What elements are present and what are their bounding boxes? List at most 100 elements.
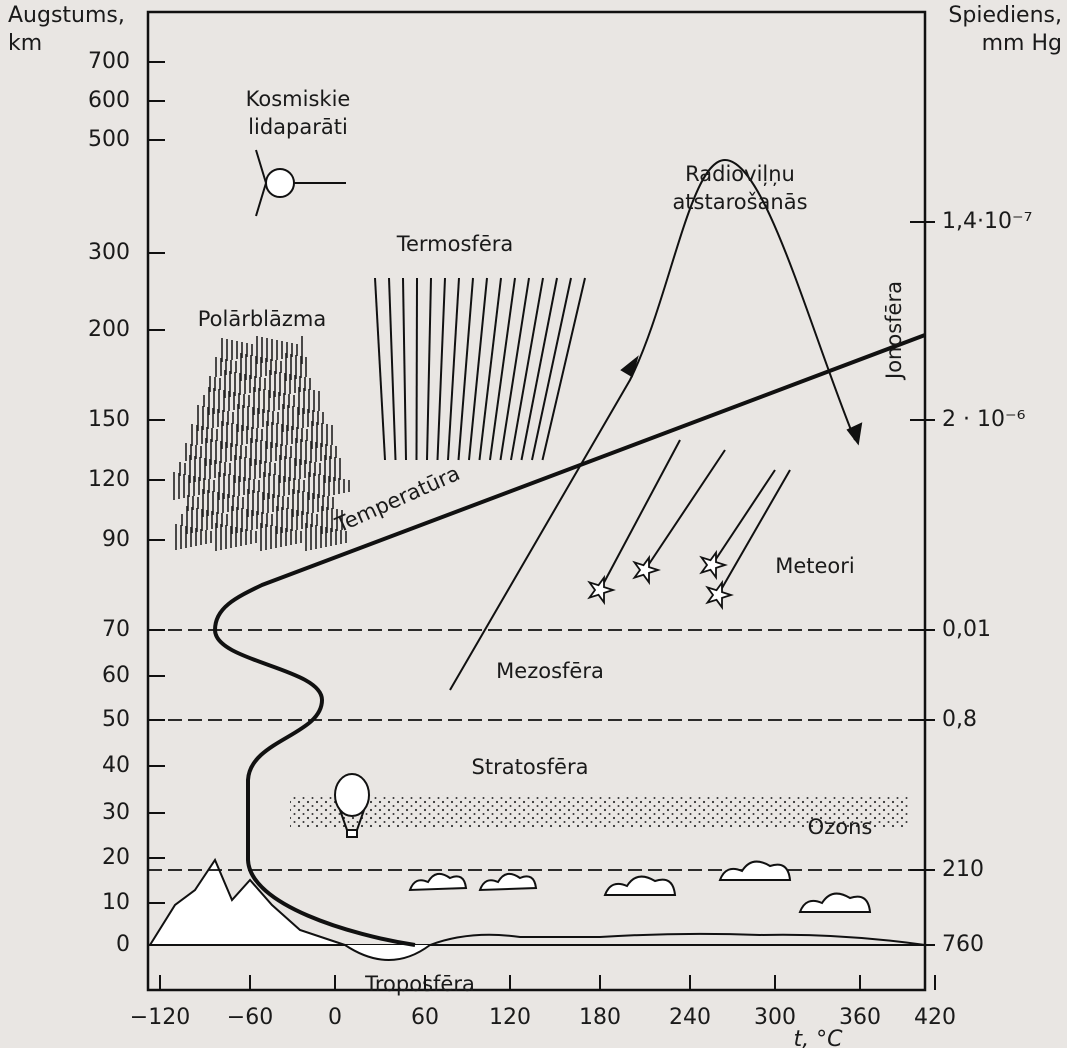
y-tick-label: 40 (102, 753, 130, 778)
meteor-star (705, 579, 734, 611)
sea (344, 944, 431, 961)
aurora-band (187, 489, 334, 517)
aurora-band (191, 421, 333, 449)
meteor-star (632, 554, 661, 586)
frame (146, 10, 927, 992)
temperature-curve (212, 333, 926, 947)
y-tick-label: 700 (88, 49, 130, 74)
aurora-band (185, 438, 337, 466)
y-axis-title: Augstums, (8, 3, 125, 28)
label: Termosfēra (396, 232, 514, 256)
label: Kosmiskie (246, 87, 351, 111)
label: Troposfēra (364, 972, 475, 996)
x-axis-title: t, °C (794, 1027, 844, 1048)
y-axis-title: km (8, 31, 42, 56)
ray (374, 277, 386, 461)
balloon (334, 773, 370, 838)
aurora-band (175, 523, 347, 551)
x-tick-label: 360 (839, 1005, 881, 1030)
y-tick-label: 500 (88, 127, 130, 152)
ray (541, 277, 586, 461)
y-tick-label: 50 (102, 707, 130, 732)
y2-axis-title: Spiediens, (948, 3, 1062, 28)
y-tick-label: 60 (102, 663, 130, 688)
x-tick-label: −60 (227, 1005, 273, 1030)
mountains (148, 857, 346, 946)
aurora-band (203, 387, 320, 415)
label: Stratosfēra (472, 755, 589, 779)
ray (510, 277, 544, 461)
y-tick-label: 0 (116, 932, 130, 957)
x-tick-label: 60 (411, 1005, 439, 1030)
y-tick-label: 120 (88, 467, 130, 492)
ray (436, 277, 446, 461)
ray (388, 277, 397, 461)
ray (402, 277, 407, 461)
y-tick-label: 30 (102, 800, 130, 825)
label: lidaparāti (248, 115, 348, 139)
x-tick-label: 240 (669, 1005, 711, 1030)
y-tick-label: 600 (88, 88, 130, 113)
y-tick-label: 90 (102, 527, 130, 552)
y-tick-label: 300 (88, 240, 130, 265)
ray (531, 277, 572, 461)
y-tick-label: 200 (88, 317, 130, 342)
aurora-band (209, 370, 311, 398)
y2-tick-label: 2 · 10⁻⁶ (942, 407, 1026, 432)
x-tick-label: 0 (328, 1005, 342, 1030)
y-tick-label: 70 (102, 617, 130, 642)
ray (499, 277, 530, 461)
y2-tick-label: 1,4·10⁻⁷ (942, 209, 1032, 234)
aurora-band (215, 353, 307, 381)
label: Polārblāzma (198, 307, 326, 331)
label: atstarošanās (672, 190, 807, 214)
y2-tick-label: 0,01 (942, 617, 991, 642)
spacecraft (255, 149, 346, 217)
x-tick-label: 120 (489, 1005, 531, 1030)
y2-tick-label: 210 (942, 857, 984, 882)
y-tick-label: 20 (102, 845, 130, 870)
label: Meteori (775, 554, 855, 578)
ray (426, 277, 432, 461)
x-tick-label: 420 (914, 1005, 956, 1030)
meteor-star (699, 549, 728, 581)
y-tick-label: 150 (88, 407, 130, 432)
ray (489, 277, 516, 461)
ozone-layer (290, 795, 910, 827)
meteor-trail (711, 469, 776, 566)
radio-wave (449, 158, 863, 691)
x-tick-label: −120 (130, 1005, 190, 1030)
meteor-trail (717, 469, 791, 596)
aurora-band (181, 506, 343, 534)
meteor-trail (644, 449, 726, 571)
ray (520, 277, 558, 461)
aurora-bands (173, 336, 350, 551)
clouds (408, 860, 872, 913)
terrain (429, 932, 926, 946)
meteors (587, 439, 791, 611)
label: Mezosfēra (496, 659, 604, 683)
y2-tick-label: 760 (942, 932, 984, 957)
aurora-band (221, 336, 303, 364)
ray (478, 277, 502, 461)
y-tick-label: 10 (102, 890, 130, 915)
x-tick-label: 180 (579, 1005, 621, 1030)
aurora-band (173, 472, 350, 500)
x-tick-label: 300 (754, 1005, 796, 1030)
aurora-band (197, 404, 324, 432)
ray (415, 277, 418, 461)
meteor-star (587, 574, 616, 606)
label: Ozons (808, 815, 873, 839)
ray (447, 277, 460, 461)
y2-axis-title: mm Hg (982, 31, 1062, 56)
label: Jonosfēra (882, 281, 906, 381)
meteor-trail (599, 439, 681, 591)
aurora-band (179, 455, 341, 483)
ray (468, 277, 488, 461)
ray (457, 277, 474, 461)
thermosphere-rays (374, 277, 586, 461)
label: Radioviļņu (685, 162, 795, 186)
y2-tick-label: 0,8 (942, 707, 977, 732)
